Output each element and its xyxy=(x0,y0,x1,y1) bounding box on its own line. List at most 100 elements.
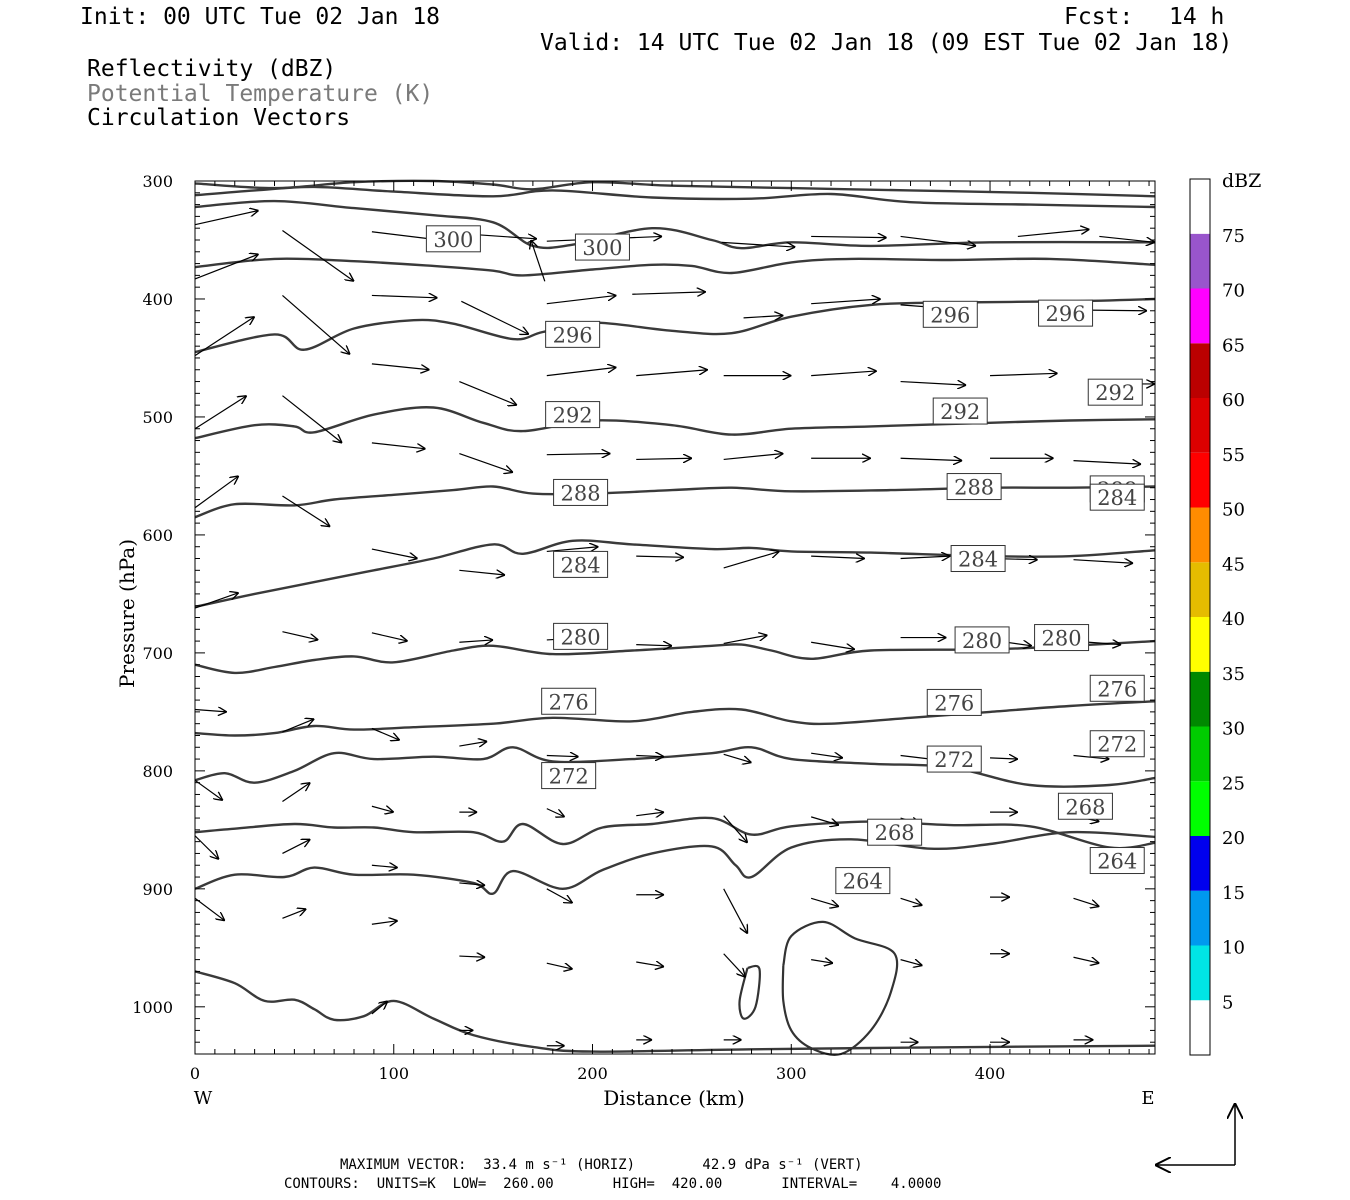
contour-label-268: 268 xyxy=(867,818,923,846)
contour-label-box xyxy=(835,867,891,895)
x-tick-label: 100 xyxy=(378,1064,409,1083)
contour-label-292: 292 xyxy=(545,401,601,429)
contour-label-text: 280 xyxy=(561,625,601,649)
contour-label-296: 296 xyxy=(545,320,601,348)
colorbar-segment xyxy=(1190,781,1210,836)
contour-label-276: 276 xyxy=(926,688,982,716)
vector-layer xyxy=(194,210,1155,1045)
contour-label-276: 276 xyxy=(1089,674,1145,702)
circulation-vector xyxy=(900,556,951,558)
colorbar-title: dBZ xyxy=(1222,170,1261,192)
circulation-vector xyxy=(459,741,487,746)
init-time: Init: 00 UTC Tue 02 Jan 18 xyxy=(80,4,441,30)
contour-label-280: 280 xyxy=(553,622,609,650)
colorbar-level-label: 45 xyxy=(1222,554,1245,575)
circulation-vector xyxy=(636,756,664,757)
isentrope-296 xyxy=(194,257,1156,277)
circulation-vector xyxy=(282,395,342,443)
colorbar-level-label: 75 xyxy=(1222,226,1245,247)
colorbar-segment xyxy=(1190,945,1210,1001)
contour-label-text: 300 xyxy=(433,228,473,252)
circulation-vector xyxy=(990,758,1018,759)
circulation-vector xyxy=(531,240,546,282)
colorbar-level-label: 55 xyxy=(1222,445,1245,466)
contour-label-268: 268 xyxy=(1057,792,1113,820)
contour-label-text: 280 xyxy=(1042,627,1082,651)
circulation-vector xyxy=(900,897,923,905)
x-tick-label: 400 xyxy=(975,1064,1006,1083)
contour-label-text: 292 xyxy=(553,404,593,428)
circulation-vector xyxy=(723,815,748,843)
contour-label-296: 296 xyxy=(1038,299,1094,327)
circulation-vector xyxy=(282,631,318,640)
colorbar-level-label: 15 xyxy=(1222,883,1245,904)
contour-label-text: 284 xyxy=(561,553,601,577)
colorbar-segment xyxy=(1190,726,1210,782)
colorbar-level-label: 70 xyxy=(1222,281,1245,302)
circulation-vector xyxy=(282,839,310,854)
circulation-vector xyxy=(459,640,493,642)
circulation-vector xyxy=(371,865,398,867)
contour-label-296: 296 xyxy=(922,300,978,328)
contour-label-box xyxy=(553,550,609,578)
circulation-vector xyxy=(546,756,579,757)
contour-label-box xyxy=(1089,847,1145,875)
colorbar-segment xyxy=(1190,343,1210,398)
y-axis-label: Pressure (hPa) xyxy=(115,539,139,688)
circulation-vector xyxy=(282,909,306,919)
isentrope-264 xyxy=(194,816,1156,850)
contour-label-text: 276 xyxy=(1097,677,1137,701)
reflectivity-contour-5 xyxy=(781,920,899,1056)
circulation-vector xyxy=(371,806,394,812)
contour-label-layer: 3003002962962962922922922882882882842842… xyxy=(425,225,1145,895)
x-tick-label: 300 xyxy=(776,1064,807,1083)
contour-label-272: 272 xyxy=(1089,730,1145,758)
colorbar-level-label: 10 xyxy=(1222,938,1245,959)
contour-label-text: 272 xyxy=(1097,733,1137,757)
circulation-vector xyxy=(459,570,505,575)
contour-label-box xyxy=(1089,674,1145,702)
x-axis-label: Distance (km) xyxy=(603,1086,745,1110)
circulation-vector xyxy=(546,962,573,969)
circulation-vector xyxy=(459,956,485,957)
forecast-hour: 14 h xyxy=(1169,4,1225,30)
circulation-vector xyxy=(632,292,706,294)
colorbar-level-label: 40 xyxy=(1222,609,1245,630)
isentrope-276 xyxy=(194,639,1156,675)
contour-label-box xyxy=(926,688,982,716)
contour-label-text: 272 xyxy=(549,765,589,789)
circulation-vector xyxy=(371,295,438,297)
circulation-vector xyxy=(811,556,865,558)
y-tick-label: 1000 xyxy=(132,998,173,1017)
circulation-vector xyxy=(1017,229,1090,238)
circulation-vector xyxy=(546,547,599,553)
contour-label-text: 292 xyxy=(1095,381,1135,405)
isentrope-284 xyxy=(194,485,1156,519)
contour-label-box xyxy=(545,320,601,348)
plot-frame xyxy=(194,180,1156,1055)
circulation-vector xyxy=(723,635,768,645)
circulation-vector xyxy=(810,897,839,906)
contour-label-box xyxy=(545,401,601,429)
axis-layer: 300 400 500 600 700 800 900 1000 0 100 200 300 400 xyxy=(132,172,1155,1083)
circulation-vector xyxy=(282,294,350,354)
dbz-colorbar: 5 10 15 20 25 30 35 40 45 50 55 60 65 70 75 xyxy=(1189,178,1245,1056)
contour-label-288: 288 xyxy=(553,478,609,506)
contour-label-box xyxy=(954,626,1010,654)
x-tick-label: 200 xyxy=(577,1064,608,1083)
circulation-vector xyxy=(810,816,839,825)
contour-label-box xyxy=(425,225,481,253)
contour-label-292: 292 xyxy=(932,397,988,425)
colorbar-level-label: 25 xyxy=(1222,773,1245,794)
contour-label-text: 288 xyxy=(954,476,994,500)
circulation-vector xyxy=(900,382,967,386)
colorbar-segment xyxy=(1190,671,1210,727)
contour-label-text: 284 xyxy=(958,548,998,572)
circulation-vector xyxy=(194,710,227,712)
y-tick-label: 700 xyxy=(142,644,173,663)
contour-label-text: 272 xyxy=(934,748,974,772)
contour-label-box xyxy=(1089,483,1145,511)
circulation-vector xyxy=(194,897,225,920)
circulation-vector xyxy=(723,753,752,762)
circulation-vector xyxy=(1099,235,1155,242)
